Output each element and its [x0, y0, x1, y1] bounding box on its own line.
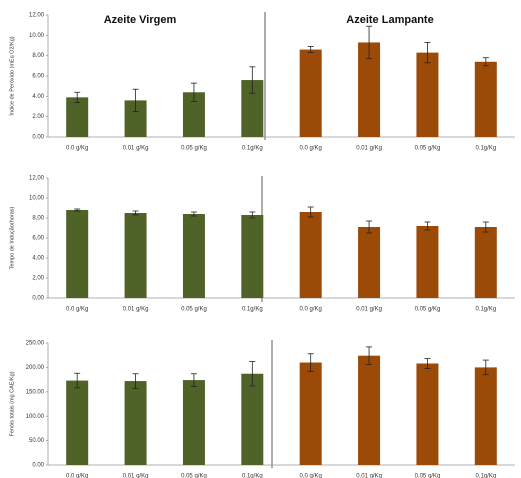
bar [66, 210, 89, 298]
y-tick-label: 4,00 [32, 256, 44, 262]
y-tick-label: 2,00 [32, 276, 44, 282]
bar [299, 362, 322, 465]
bar [241, 215, 264, 298]
x-tick-label: 0.0 g/Kg [300, 146, 322, 152]
y-axis-label: Fenóis totais (mg CAE/Kg) [9, 371, 15, 436]
bar [182, 380, 205, 465]
y-tick-label: 0,00 [32, 296, 44, 302]
y-tick-label: 150.00 [26, 389, 45, 395]
x-tick-label: 0.0 g/Kg [66, 307, 88, 313]
y-tick-label: 100.00 [26, 414, 45, 420]
x-tick-label: 0.01 g/Kg [356, 474, 382, 478]
x-tick-label: 0.05 g/Kg [181, 307, 207, 313]
x-tick-label: 0.01 g/Kg [356, 146, 382, 152]
y-tick-label: 50.00 [29, 438, 45, 444]
x-tick-label: 0.01 g/Kg [123, 146, 149, 152]
y-tick-label: 6.00 [32, 74, 44, 80]
x-tick-label: 0.01 g/Kg [356, 307, 382, 313]
bar [241, 80, 264, 137]
x-tick-label: 0.05 g/Kg [181, 474, 207, 478]
x-tick-label: 0.05 g/Kg [415, 146, 441, 152]
x-tick-label: 0.1g/Kg [242, 307, 263, 313]
y-tick-label: 10.00 [29, 33, 45, 39]
y-tick-label: 0.00 [32, 135, 44, 141]
bar [358, 227, 381, 298]
y-axis-label: Índice de Peróxido (mEq O2/Kg) [8, 36, 15, 115]
bar [474, 227, 497, 298]
bar [299, 49, 322, 137]
y-tick-label: 200.00 [26, 365, 45, 371]
x-tick-label: 0.1g/Kg [242, 474, 263, 478]
y-tick-label: 6,00 [32, 236, 44, 242]
bar [182, 214, 205, 298]
bar [416, 52, 439, 137]
bar [66, 97, 89, 137]
y-tick-label: 250.00 [26, 341, 45, 347]
y-tick-label: 4.00 [32, 94, 44, 100]
y-tick-label: 8.00 [32, 53, 44, 59]
x-tick-label: 0.0 g/Kg [300, 474, 322, 478]
group-label: Azeite Lampante [346, 14, 433, 26]
bar [241, 373, 264, 465]
x-tick-label: 0.05 g/Kg [415, 307, 441, 313]
y-tick-label: 10,00 [29, 196, 45, 202]
y-tick-label: 12,00 [29, 176, 45, 182]
bar [416, 363, 439, 465]
x-tick-label: 0.1g/Kg [475, 307, 496, 313]
x-tick-label: 0.0 g/Kg [66, 474, 88, 478]
bar [124, 381, 147, 465]
x-tick-label: 0.01 g/Kg [123, 307, 149, 313]
x-tick-label: 0.01 g/Kg [123, 474, 149, 478]
bar [299, 212, 322, 298]
bar [358, 355, 381, 465]
x-tick-label: 0.1g/Kg [475, 146, 496, 152]
x-tick-label: 0.05 g/Kg [181, 146, 207, 152]
y-axis-label: Tempo de Indução(horas) [9, 207, 15, 270]
bar [416, 226, 439, 298]
bar [358, 42, 381, 138]
bar [474, 367, 497, 465]
group-label: Azeite Virgem [104, 14, 177, 26]
bar [182, 92, 205, 137]
bar [474, 61, 497, 138]
bar [124, 100, 147, 137]
bar [124, 213, 147, 298]
y-tick-label: 2.00 [32, 114, 44, 120]
x-tick-label: 0.1g/Kg [242, 146, 263, 152]
bar [66, 380, 89, 465]
x-tick-label: 0.0 g/Kg [300, 307, 322, 313]
y-tick-label: 12.00 [29, 13, 45, 19]
x-tick-label: 0.1g/Kg [475, 474, 496, 478]
y-tick-label: 0.00 [32, 463, 44, 469]
x-tick-label: 0.05 g/Kg [415, 474, 441, 478]
y-tick-label: 8,00 [32, 216, 44, 222]
x-tick-label: 0.0 g/Kg [66, 146, 88, 152]
